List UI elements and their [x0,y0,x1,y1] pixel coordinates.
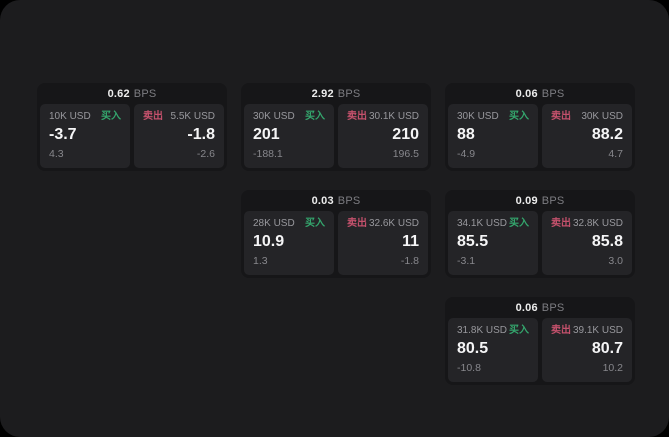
quote-card-6: 0.06 BPS 31.8K USD 买入 80.5 -10.8 卖出 39.1… [445,297,635,385]
bps-value: 2.92 [311,87,334,100]
sell-label: 卖出 [347,218,367,229]
sell-panel[interactable]: 卖出 32.8K USD 85.8 3.0 [542,211,632,275]
quote-card-3: 0.06 BPS 30K USD 买入 88 -4.9 卖出 30K USD [445,83,635,171]
card-header: 0.06 BPS [448,83,632,104]
sell-sub-value: 3.0 [608,255,623,267]
buy-label: 买入 [509,111,529,122]
buy-sub-value: -3.1 [457,255,476,267]
buy-price: 201 [253,126,280,143]
bps-suffix-label: BPS [541,194,565,207]
panels: 31.8K USD 买入 80.5 -10.8 卖出 39.1K USD 80.… [448,318,632,382]
buy-label: 买入 [305,111,325,122]
buy-sub-value: 4.3 [49,148,64,160]
bps-suffix-label: BPS [133,87,157,100]
sell-price: 11 [402,233,419,250]
buy-panel[interactable]: 31.8K USD 买入 80.5 -10.8 [448,318,538,382]
sell-sub-value: -1.8 [400,255,419,267]
quote-card-5: 0.09 BPS 34.1K USD 买入 85.5 -3.1 卖出 32.8K… [445,190,635,278]
sell-size: 32.8K USD [572,218,623,229]
panels: 28K USD 买入 10.9 1.3 卖出 32.6K USD 11 -1.8 [244,211,428,275]
buy-label: 买入 [101,111,121,122]
sell-price: 210 [392,126,419,143]
buy-size: 30K USD [457,111,499,122]
buy-sub-value: 1.3 [253,255,268,267]
quote-grid: 0.62 BPS 10K USD 买入 -3.7 4.3 卖出 5.5K USD [37,83,635,385]
buy-sub-value: -188.1 [253,148,283,160]
buy-panel[interactable]: 28K USD 买入 10.9 1.3 [244,211,334,275]
buy-panel[interactable]: 30K USD 买入 201 -188.1 [244,104,334,168]
bps-suffix-label: BPS [541,301,565,314]
card-header: 0.62 BPS [40,83,224,104]
bps-value: 0.06 [515,87,538,100]
sell-panel[interactable]: 卖出 30.1K USD 210 196.5 [338,104,428,168]
buy-sub-value: -10.8 [457,362,481,374]
sell-label: 卖出 [551,218,571,229]
buy-size: 28K USD [253,218,295,229]
sell-panel[interactable]: 卖出 32.6K USD 11 -1.8 [338,211,428,275]
buy-price: -3.7 [49,126,77,143]
buy-size: 10K USD [49,111,91,122]
buy-size: 34.1K USD [457,218,508,229]
sell-size: 5.5K USD [170,111,215,122]
buy-price: 88 [457,126,475,143]
buy-price: 85.5 [457,233,489,250]
panels: 34.1K USD 买入 85.5 -3.1 卖出 32.8K USD 85.8… [448,211,632,275]
card-header: 0.03 BPS [244,190,428,211]
sell-sub-value: 4.7 [608,148,623,160]
buy-panel[interactable]: 30K USD 买入 88 -4.9 [448,104,538,168]
sell-sub-value: -2.6 [196,148,215,160]
panels: 30K USD 买入 88 -4.9 卖出 30K USD 88.2 4.7 [448,104,632,168]
bps-value: 0.06 [515,301,538,314]
bps-value: 0.03 [311,194,334,207]
sell-size: 30.1K USD [368,111,419,122]
sell-label: 卖出 [551,325,571,336]
sell-panel[interactable]: 卖出 5.5K USD -1.8 -2.6 [134,104,224,168]
card-header: 0.09 BPS [448,190,632,211]
buy-sub-value: -4.9 [457,148,476,160]
buy-size: 30K USD [253,111,295,122]
sell-size: 32.6K USD [368,218,419,229]
quote-card-4: 0.03 BPS 28K USD 买入 10.9 1.3 卖出 32.6K US… [241,190,431,278]
sell-price: -1.8 [187,126,215,143]
sell-price: 88.2 [591,126,623,143]
sell-sub-value: 196.5 [392,148,419,160]
quote-card-2: 2.92 BPS 30K USD 买入 201 -188.1 卖出 30.1K … [241,83,431,171]
sell-price: 85.8 [591,233,623,250]
quote-card-1: 0.62 BPS 10K USD 买入 -3.7 4.3 卖出 5.5K USD [37,83,227,171]
card-header: 2.92 BPS [244,83,428,104]
bps-suffix-label: BPS [541,87,565,100]
panels: 10K USD 买入 -3.7 4.3 卖出 5.5K USD -1.8 -2.… [40,104,224,168]
buy-label: 买入 [305,218,325,229]
card-header: 0.06 BPS [448,297,632,318]
sell-size: 30K USD [581,111,623,122]
buy-label: 买入 [509,325,529,336]
buy-price: 10.9 [253,233,285,250]
sell-size: 39.1K USD [572,325,623,336]
sell-sub-value: 10.2 [602,362,623,374]
panels: 30K USD 买入 201 -188.1 卖出 30.1K USD 210 1… [244,104,428,168]
bps-suffix-label: BPS [337,194,361,207]
bps-suffix-label: BPS [337,87,361,100]
sell-label: 卖出 [347,111,367,122]
sell-panel[interactable]: 卖出 30K USD 88.2 4.7 [542,104,632,168]
buy-panel[interactable]: 10K USD 买入 -3.7 4.3 [40,104,130,168]
sell-price: 80.7 [591,340,623,357]
buy-price: 80.5 [457,340,489,357]
buy-label: 买入 [509,218,529,229]
sell-panel[interactable]: 卖出 39.1K USD 80.7 10.2 [542,318,632,382]
buy-panel[interactable]: 34.1K USD 买入 85.5 -3.1 [448,211,538,275]
bps-value: 0.62 [107,87,130,100]
buy-size: 31.8K USD [457,325,508,336]
sell-label: 卖出 [551,111,571,122]
sell-label: 卖出 [143,111,163,122]
bps-value: 0.09 [515,194,538,207]
